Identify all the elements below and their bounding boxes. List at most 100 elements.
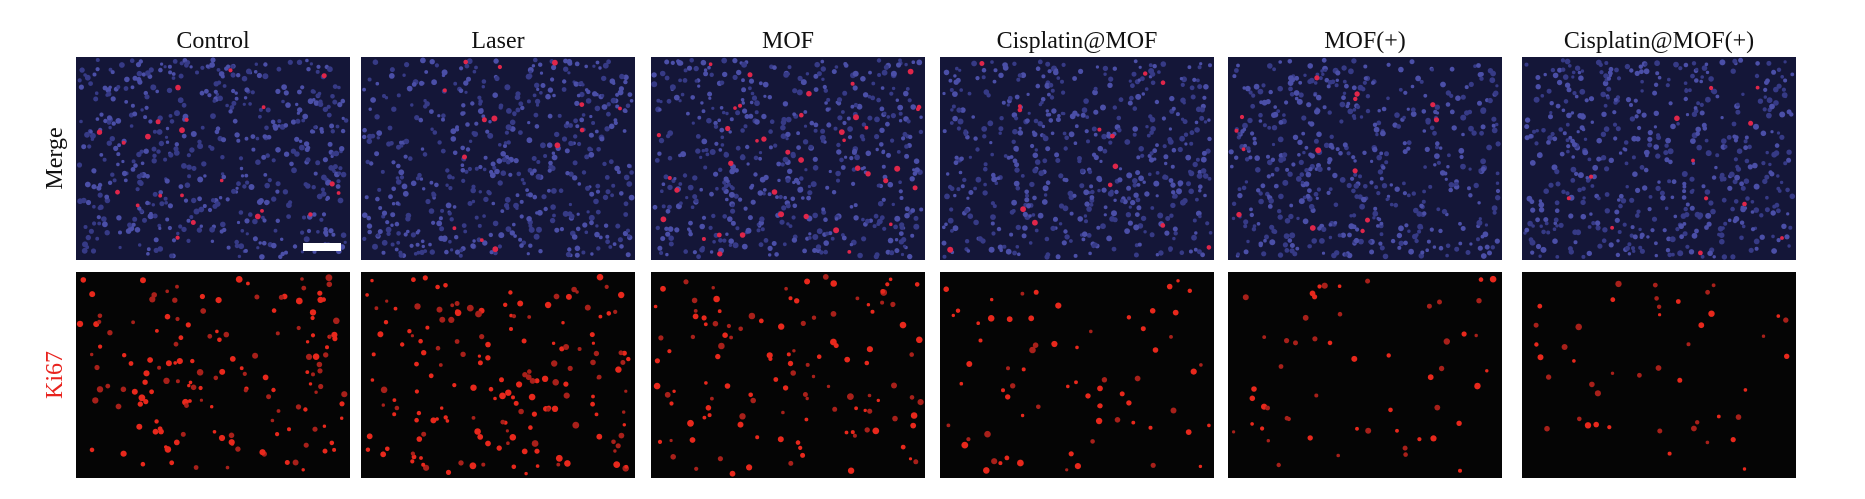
nucleus (666, 98, 672, 104)
nucleus (156, 149, 161, 154)
nucleus (497, 244, 502, 249)
nucleus (548, 164, 554, 170)
nucleus (983, 162, 988, 167)
ki67-positive (1055, 302, 1062, 309)
nucleus (1685, 244, 1690, 249)
nucleus (243, 248, 248, 253)
nucleus (1771, 69, 1777, 75)
nucleus (448, 186, 453, 191)
nucleus (1167, 137, 1173, 142)
ki67-positive (611, 439, 616, 445)
ki67-positive (691, 297, 698, 304)
nucleus (708, 96, 712, 100)
nucleus (418, 117, 424, 123)
nucleus (1495, 141, 1501, 147)
column-label: Cisplatin@MOF (997, 28, 1158, 54)
nucleus (439, 226, 445, 232)
ki67-positive (1152, 347, 1159, 353)
nucleus (1630, 225, 1635, 230)
ki67-positive (1657, 428, 1663, 434)
ki67-positive (1309, 225, 1316, 231)
nucleus (1556, 79, 1563, 86)
nucleus (950, 229, 954, 233)
nucleus (1732, 58, 1738, 64)
nucleus (236, 220, 241, 225)
nucleus (323, 227, 328, 232)
nucleus (1316, 187, 1321, 192)
nucleus (1111, 210, 1117, 217)
nucleus (1432, 130, 1437, 136)
nucleus (1564, 58, 1571, 65)
nucleus (852, 70, 859, 77)
nucleus (164, 178, 170, 184)
nucleus (88, 81, 93, 86)
nucleus (857, 252, 863, 259)
nucleus (658, 108, 662, 112)
nucleus (1163, 154, 1169, 160)
nucleus (1739, 220, 1745, 225)
nucleus (1765, 195, 1769, 200)
nucleus (797, 186, 804, 193)
nucleus (1480, 158, 1486, 165)
nucleus (1438, 245, 1444, 251)
ki67-positive (271, 387, 276, 393)
nucleus (1739, 235, 1744, 241)
nucleus (791, 215, 796, 220)
nucleus (1169, 213, 1174, 218)
nucleus (234, 91, 238, 95)
ki67-positive (158, 428, 164, 435)
nucleus (258, 241, 262, 245)
nucleus (1623, 140, 1629, 145)
nucleus (1670, 195, 1675, 200)
ki67-positive (755, 139, 759, 143)
ki67-positive (621, 350, 627, 356)
nucleus (1761, 161, 1766, 166)
nucleus (500, 170, 507, 176)
ki67-positive (864, 360, 870, 366)
nucleus (595, 189, 601, 194)
nucleus (819, 250, 824, 255)
nucleus (949, 186, 955, 192)
nucleus (750, 199, 756, 205)
nucleus (991, 172, 996, 178)
ki67-positive (410, 334, 414, 338)
nucleus (876, 58, 882, 63)
nucleus (197, 196, 203, 202)
nucleus (321, 212, 327, 217)
nucleus (843, 63, 849, 68)
ki67-positive (984, 430, 991, 438)
nucleus (390, 223, 394, 227)
nucleus (420, 239, 425, 244)
nucleus (1084, 201, 1090, 207)
nucleus (990, 214, 996, 221)
nucleus (312, 98, 316, 102)
nucleus (1015, 224, 1021, 231)
nucleus (366, 138, 373, 145)
nucleus (127, 222, 133, 228)
nucleus (1591, 174, 1597, 180)
nucleus (96, 185, 102, 191)
nucleus (595, 209, 601, 215)
nucleus (1033, 118, 1039, 124)
ki67-positive (907, 68, 914, 75)
nucleus (527, 121, 531, 125)
nucleus (335, 184, 341, 189)
nucleus (584, 230, 589, 235)
nucleus (403, 232, 408, 237)
nucleus (1719, 172, 1725, 178)
nucleus (551, 151, 556, 155)
nucleus (728, 191, 735, 198)
nucleus (474, 166, 479, 171)
nucleus (1284, 218, 1291, 224)
nucleus (999, 116, 1004, 121)
nucleus (1145, 125, 1149, 129)
nucleus (720, 135, 725, 140)
ki67-positive (1020, 413, 1025, 418)
nucleus (313, 125, 317, 130)
nucleus (79, 67, 85, 73)
ki67-positive (833, 343, 839, 349)
nucleus (1165, 216, 1171, 221)
nucleus (466, 58, 473, 65)
ki67-positive (524, 471, 528, 476)
nucleus (1747, 144, 1752, 150)
